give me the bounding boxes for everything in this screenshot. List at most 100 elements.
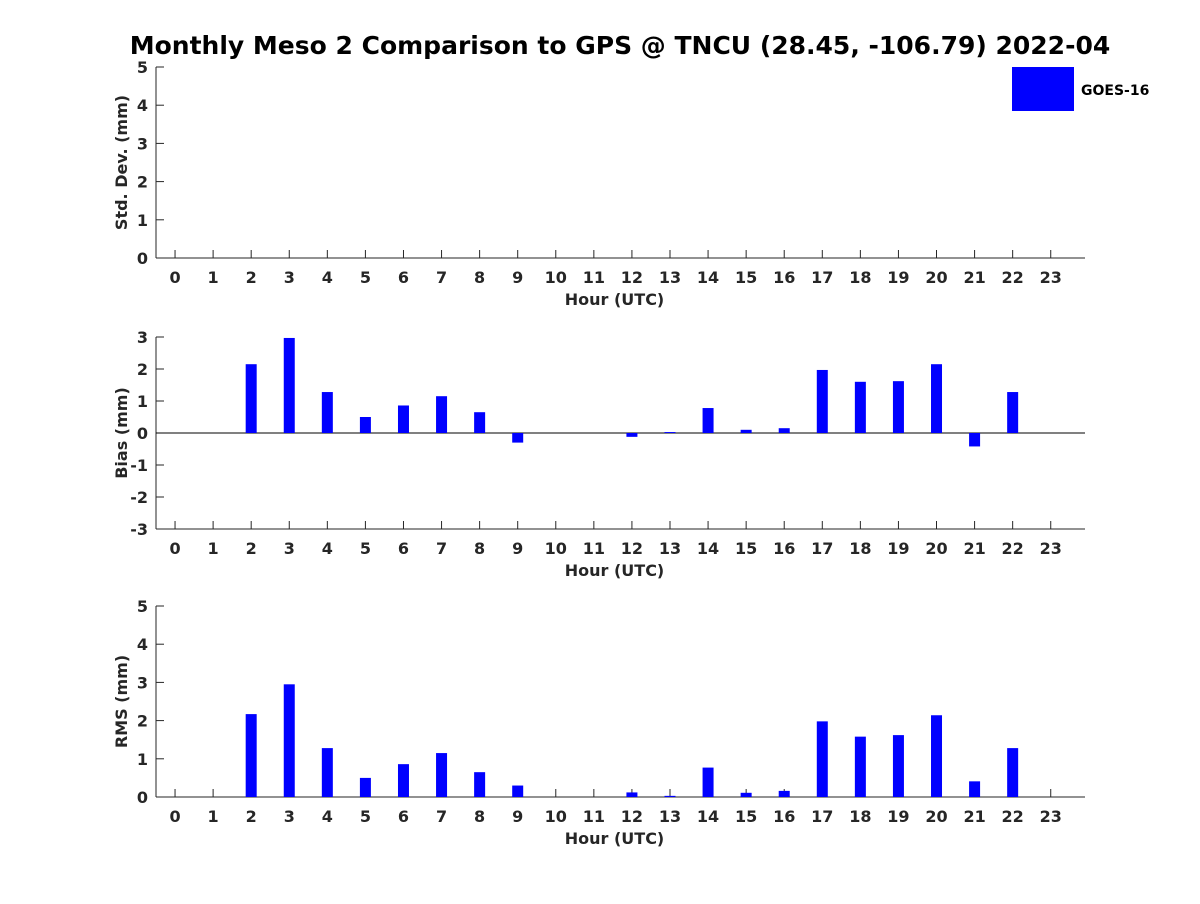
x-tick-label: 2 xyxy=(246,268,257,287)
x-tick-label: 18 xyxy=(849,539,871,558)
y-tick-label: -2 xyxy=(130,488,148,507)
x-tick-label: 10 xyxy=(545,539,567,558)
x-tick-label: 4 xyxy=(322,539,333,558)
y-tick-label: 3 xyxy=(137,673,148,692)
bar-hour-12 xyxy=(626,792,638,797)
x-tick-label: 2 xyxy=(246,807,257,826)
x-tick-label: 14 xyxy=(697,268,719,287)
y-tick-label: 0 xyxy=(137,424,148,443)
x-tick-label: 7 xyxy=(436,539,447,558)
y-tick-label: 3 xyxy=(137,328,148,347)
legend-swatch xyxy=(1012,67,1074,111)
bar-hour-13 xyxy=(664,432,676,433)
x-tick-label: 1 xyxy=(208,539,219,558)
x-tick-label: 5 xyxy=(360,268,371,287)
x-tick-label: 12 xyxy=(621,807,643,826)
bar-hour-22 xyxy=(1007,392,1019,433)
x-tick-label: 8 xyxy=(474,539,485,558)
bar-hour-14 xyxy=(702,408,714,433)
x-tick-label: 5 xyxy=(360,807,371,826)
y-axis-label: Bias (mm) xyxy=(112,387,131,479)
bar-hour-18 xyxy=(854,381,866,433)
x-tick-label: 14 xyxy=(697,807,719,826)
y-tick-label: 1 xyxy=(137,750,148,769)
x-tick-label: 0 xyxy=(169,268,180,287)
x-tick-label: 4 xyxy=(322,268,333,287)
bar-hour-8 xyxy=(474,412,486,433)
x-tick-label: 23 xyxy=(1040,539,1062,558)
legend-label: GOES-16 xyxy=(1081,83,1149,99)
y-axis-label: RMS (mm) xyxy=(112,655,131,748)
bar-hour-4 xyxy=(321,392,333,433)
y-tick-label: 2 xyxy=(137,360,148,379)
x-tick-label: 11 xyxy=(583,268,605,287)
x-tick-label: 2 xyxy=(246,539,257,558)
bar-hour-19 xyxy=(892,381,904,433)
legend: GOES-16 xyxy=(1012,67,1149,111)
y-tick-label: -1 xyxy=(130,456,148,475)
x-tick-label: 20 xyxy=(925,807,947,826)
bar-hour-16 xyxy=(778,790,790,797)
x-tick-label: 13 xyxy=(659,539,681,558)
bar-hour-20 xyxy=(931,715,943,797)
bar-hour-13 xyxy=(664,795,676,797)
y-tick-label: 5 xyxy=(137,597,148,616)
y-tick-label: 5 xyxy=(137,58,148,77)
y-tick-label: 1 xyxy=(137,392,148,411)
x-tick-label: 8 xyxy=(474,268,485,287)
bar-hour-4 xyxy=(321,748,333,797)
y-tick-label: 0 xyxy=(137,249,148,268)
x-tick-label: 16 xyxy=(773,539,795,558)
x-tick-label: 1 xyxy=(208,807,219,826)
y-tick-label: 1 xyxy=(137,211,148,230)
x-tick-label: 7 xyxy=(436,268,447,287)
x-tick-label: 19 xyxy=(887,539,909,558)
bar-hour-16 xyxy=(778,428,790,433)
x-tick-label: 0 xyxy=(169,807,180,826)
x-axis-label: Hour (UTC) xyxy=(565,561,665,580)
x-tick-label: 20 xyxy=(925,539,947,558)
y-tick-label: 4 xyxy=(137,96,148,115)
bar-hour-8 xyxy=(474,772,486,797)
x-tick-label: 3 xyxy=(284,539,295,558)
x-tick-label: 7 xyxy=(436,807,447,826)
x-axis-label: Hour (UTC) xyxy=(565,290,665,309)
x-tick-label: 22 xyxy=(1002,807,1024,826)
y-tick-label: 4 xyxy=(137,635,148,654)
bar-hour-17 xyxy=(816,369,828,433)
figure-title: Monthly Meso 2 Comparison to GPS @ TNCU … xyxy=(130,31,1111,60)
bar-hour-9 xyxy=(512,433,524,443)
bar-hour-2 xyxy=(245,364,257,433)
bar-hour-7 xyxy=(436,396,448,433)
bar-hour-6 xyxy=(397,764,409,797)
x-tick-label: 19 xyxy=(887,268,909,287)
x-tick-label: 3 xyxy=(284,807,295,826)
x-tick-label: 9 xyxy=(512,268,523,287)
x-tick-label: 10 xyxy=(545,268,567,287)
x-tick-label: 18 xyxy=(849,807,871,826)
x-tick-label: 17 xyxy=(811,539,833,558)
x-tick-label: 20 xyxy=(925,268,947,287)
y-tick-label: 2 xyxy=(137,173,148,192)
x-tick-label: 17 xyxy=(811,807,833,826)
x-axis-label: Hour (UTC) xyxy=(565,829,665,848)
x-tick-label: 0 xyxy=(169,539,180,558)
x-tick-label: 6 xyxy=(398,268,409,287)
x-tick-label: 17 xyxy=(811,268,833,287)
x-tick-label: 11 xyxy=(583,539,605,558)
bar-hour-9 xyxy=(512,785,524,797)
bar-hour-20 xyxy=(931,364,943,433)
x-tick-label: 23 xyxy=(1040,268,1062,287)
bar-hour-2 xyxy=(245,714,257,797)
x-tick-label: 15 xyxy=(735,539,757,558)
bar-hour-6 xyxy=(397,405,409,433)
bar-hour-5 xyxy=(359,417,371,433)
x-tick-label: 4 xyxy=(322,807,333,826)
y-tick-label: 2 xyxy=(137,712,148,731)
x-tick-label: 21 xyxy=(963,807,985,826)
bar-hour-18 xyxy=(854,736,866,797)
